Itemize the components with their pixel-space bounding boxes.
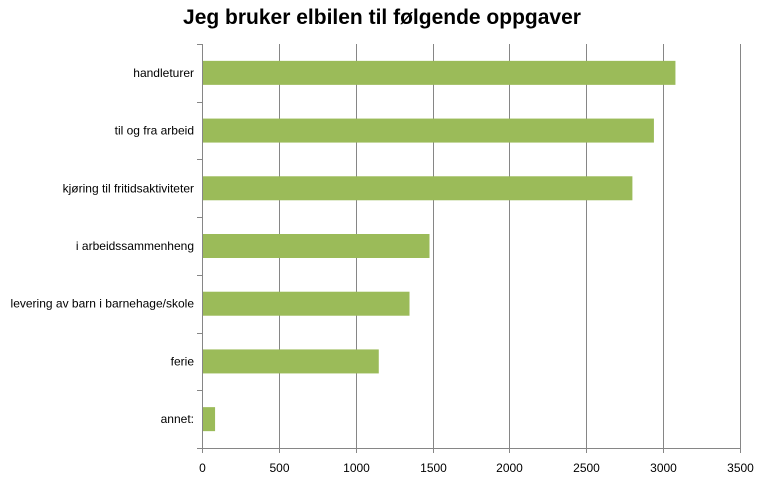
bar [203,234,430,258]
category-label: i arbeidssammenheng [76,239,194,253]
x-tick-label: 2000 [496,461,523,475]
x-tick-label: 1000 [343,461,370,475]
x-tick-label: 500 [269,461,289,475]
category-label: kjøring til fritidsaktiviteter [63,181,194,195]
category-label: levering av barn i barnehage/skole [11,297,195,311]
grid-lines [279,44,741,448]
bar [203,176,633,201]
bar [203,118,654,143]
bar [203,407,216,432]
category-labels: handleturer til og fra arbeid kjøring til … [11,66,195,426]
axes [197,44,741,453]
x-tick-label: 0 [199,461,206,475]
chart-title: Jeg bruker elbilen til følgende oppgaver [183,6,581,29]
bars [203,60,676,432]
bar [203,60,676,85]
bar [203,291,410,316]
category-label: annet: [161,412,194,426]
x-tick-labels: 0 500 1000 1500 2000 2500 3000 3500 [199,461,754,475]
x-tick-label: 2500 [573,461,600,475]
category-label: handleturer [133,66,194,80]
category-label: til og fra arbeid [115,124,194,138]
bar [203,349,379,374]
x-tick-label: 3500 [727,461,754,475]
category-label: ferie [171,354,195,368]
x-tick-label: 1500 [420,461,447,475]
x-tick-label: 3000 [650,461,677,475]
